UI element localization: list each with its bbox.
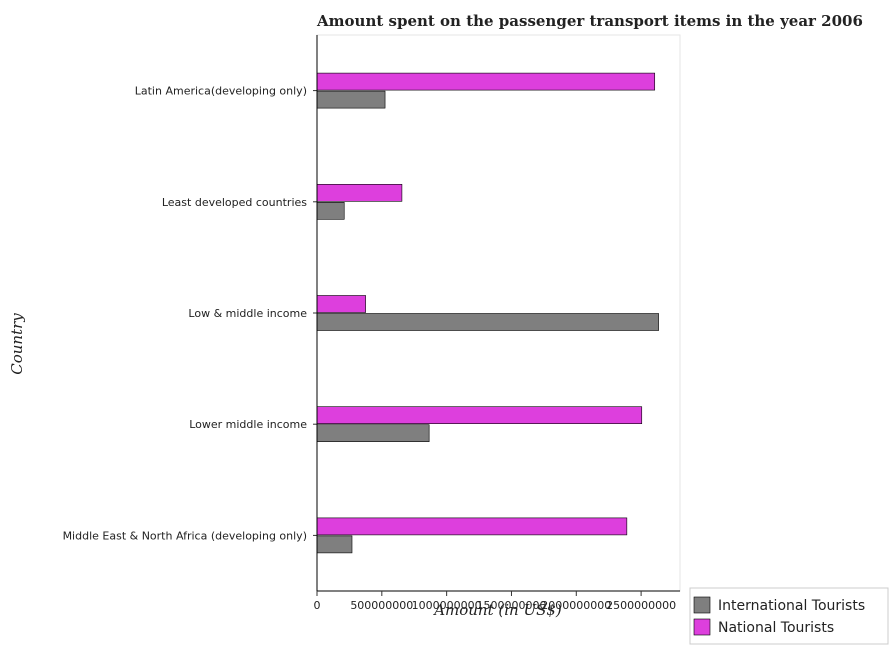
legend-box [689,587,889,645]
legend-swatch [693,618,711,636]
bar-national-3 [316,406,643,425]
x-tick-label: 500000000 [350,599,413,612]
x-tick-label: 0 [314,599,321,612]
y-tick-label: Least developed countries [162,196,307,209]
y-tick-label: Lower middle income [189,418,307,431]
bar-international-2 [316,313,659,331]
legend: International Tourists National Tourists [689,587,889,645]
bar-national-1 [316,184,403,202]
chart-title: Amount spent on the passenger transport … [316,12,863,30]
y-tick-label: Low & middle income [188,307,307,320]
bar-national-4 [316,517,628,536]
x-tick-label: 1000000000 [412,599,482,612]
bar-national-0 [316,72,656,91]
legend-label: International Tourists [718,598,865,614]
plot-area: Latin America(developing only) Least deve… [63,34,681,612]
x-tick-label: 2500000000 [606,599,676,612]
plot-frame [316,34,681,592]
bar-international-0 [316,90,386,109]
bar-international-1 [316,202,345,220]
y-axis-label: Country [8,313,26,375]
x-tick-label: 1500000000 [476,599,546,612]
legend-label: National Tourists [718,620,834,636]
y-tick-label: Middle East & North Africa (developing o… [63,529,307,542]
bar-national-2 [316,295,366,313]
legend-swatch [693,596,711,614]
bar-international-3 [316,424,430,443]
bar-international-4 [316,535,353,554]
y-tick-label: Latin America(developing only) [135,85,307,98]
x-axis-label: Amount (in US$) [432,601,562,619]
x-tick-label: 2000000000 [541,599,611,612]
